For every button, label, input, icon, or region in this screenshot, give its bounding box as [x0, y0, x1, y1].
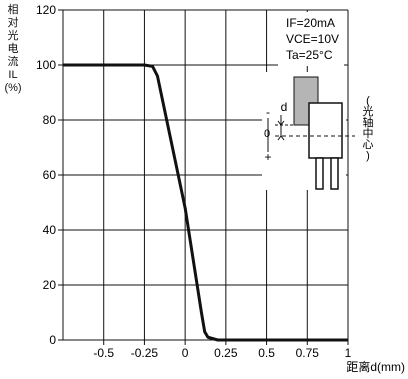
- x-tick-label: 0.75: [296, 346, 320, 360]
- y-tick-labels: 0 20 40 60 80 100 120: [36, 3, 63, 347]
- inset-diagram: d 0 - + (光轴中心): [262, 72, 374, 190]
- y-axis-label-line: 流: [7, 56, 19, 68]
- y-tick-label: 0: [49, 333, 56, 347]
- optical-axis-label: (光轴中心): [363, 95, 374, 162]
- y-tick-label: 20: [43, 278, 57, 292]
- y-tick-label: 120: [36, 3, 56, 17]
- d-arrow-top: [277, 120, 285, 126]
- optical-axis-label-char: (: [366, 95, 370, 107]
- x-axis-label: 距离d(mm): [346, 359, 405, 374]
- x-tick-label: 0.5: [258, 346, 275, 360]
- optical-axis-label-char: 心: [363, 138, 374, 151]
- y-tick-label: 80: [43, 113, 57, 127]
- optical-axis-label-char: 光: [363, 104, 374, 118]
- y-axis-label-line: 电: [7, 43, 19, 55]
- condition-ta: Ta=25°C: [286, 48, 333, 62]
- minus-label: -: [266, 105, 270, 119]
- sensor-body: [308, 102, 343, 159]
- x-tick-labels: -0.5 -0.25 0 0.25 0.5 0.75 1: [93, 340, 352, 360]
- sensor-lead: [330, 157, 339, 190]
- y-axis-label-line: 相: [7, 4, 19, 16]
- x-tick-label: -0.25: [131, 346, 159, 360]
- y-tick-label: 40: [43, 223, 57, 237]
- conditions-box: [278, 12, 344, 66]
- y-axis-label: 相对光电流 IL (%): [4, 4, 22, 95]
- optical-axis-label-char: ): [366, 150, 370, 162]
- optical-axis-label-char: 中: [363, 127, 374, 140]
- y-axis-label-line: 对: [7, 17, 19, 29]
- y-axis-label-line: IL: [8, 69, 18, 81]
- series-line: [63, 63, 348, 342]
- y-axis-label-line: (%): [4, 82, 22, 94]
- plus-label: +: [264, 150, 271, 164]
- d-label: d: [281, 100, 288, 114]
- y-tick-label: 100: [36, 58, 56, 72]
- d-arrow-bottom: [277, 135, 285, 141]
- condition-vce: VCE=10V: [286, 32, 339, 46]
- x-tick-label: 0.25: [214, 346, 238, 360]
- x-tick-label: 0: [182, 346, 189, 360]
- condition-if: IF=20mA: [286, 16, 335, 30]
- x-tick-label: 1: [345, 346, 352, 360]
- zero-label: 0: [264, 128, 270, 140]
- sensor-lead: [315, 157, 324, 190]
- optical-axis-label-char: 轴: [363, 115, 374, 129]
- emitter-block: [293, 76, 319, 126]
- x-tick-label: -0.5: [93, 346, 114, 360]
- y-tick-label: 60: [43, 168, 57, 182]
- y-axis-label-line: 光: [7, 30, 19, 42]
